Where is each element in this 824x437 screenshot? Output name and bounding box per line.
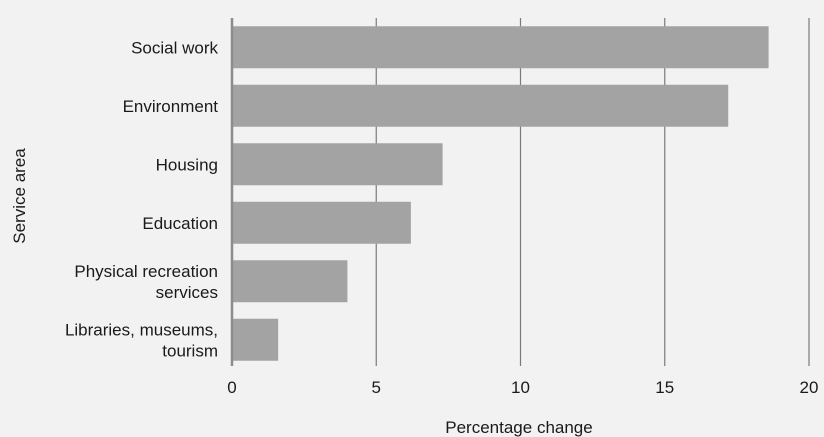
bar-5	[232, 318, 279, 361]
x-axis-title: Percentage change	[445, 418, 592, 437]
x-tick-label-0: 0	[227, 378, 236, 397]
category-label-4: Physical recreation services	[74, 262, 218, 302]
category-label-3: Education	[142, 214, 218, 233]
x-tick-label-20: 20	[800, 378, 819, 397]
x-tick-labels: 0 5 10 15 20	[227, 378, 818, 397]
category-label-0: Social work	[131, 38, 218, 57]
bar-0	[232, 26, 769, 69]
category-labels: Social work Environment Housing Education Ph…	[65, 38, 219, 360]
bar-1	[232, 84, 729, 127]
bar-4	[232, 260, 348, 303]
gridlines	[375, 18, 810, 366]
category-label-1: Environment	[123, 97, 219, 116]
x-tick-label-10: 10	[511, 378, 530, 397]
x-tick-label-5: 5	[372, 378, 381, 397]
x-tick-label-15: 15	[655, 378, 674, 397]
bar-2	[232, 143, 443, 186]
bar-3	[232, 201, 411, 244]
category-label-2: Housing	[156, 155, 218, 174]
y-axis-title: Service area	[10, 148, 29, 244]
bars	[232, 26, 769, 361]
category-label-5: Libraries, museums, tourism	[65, 320, 218, 360]
